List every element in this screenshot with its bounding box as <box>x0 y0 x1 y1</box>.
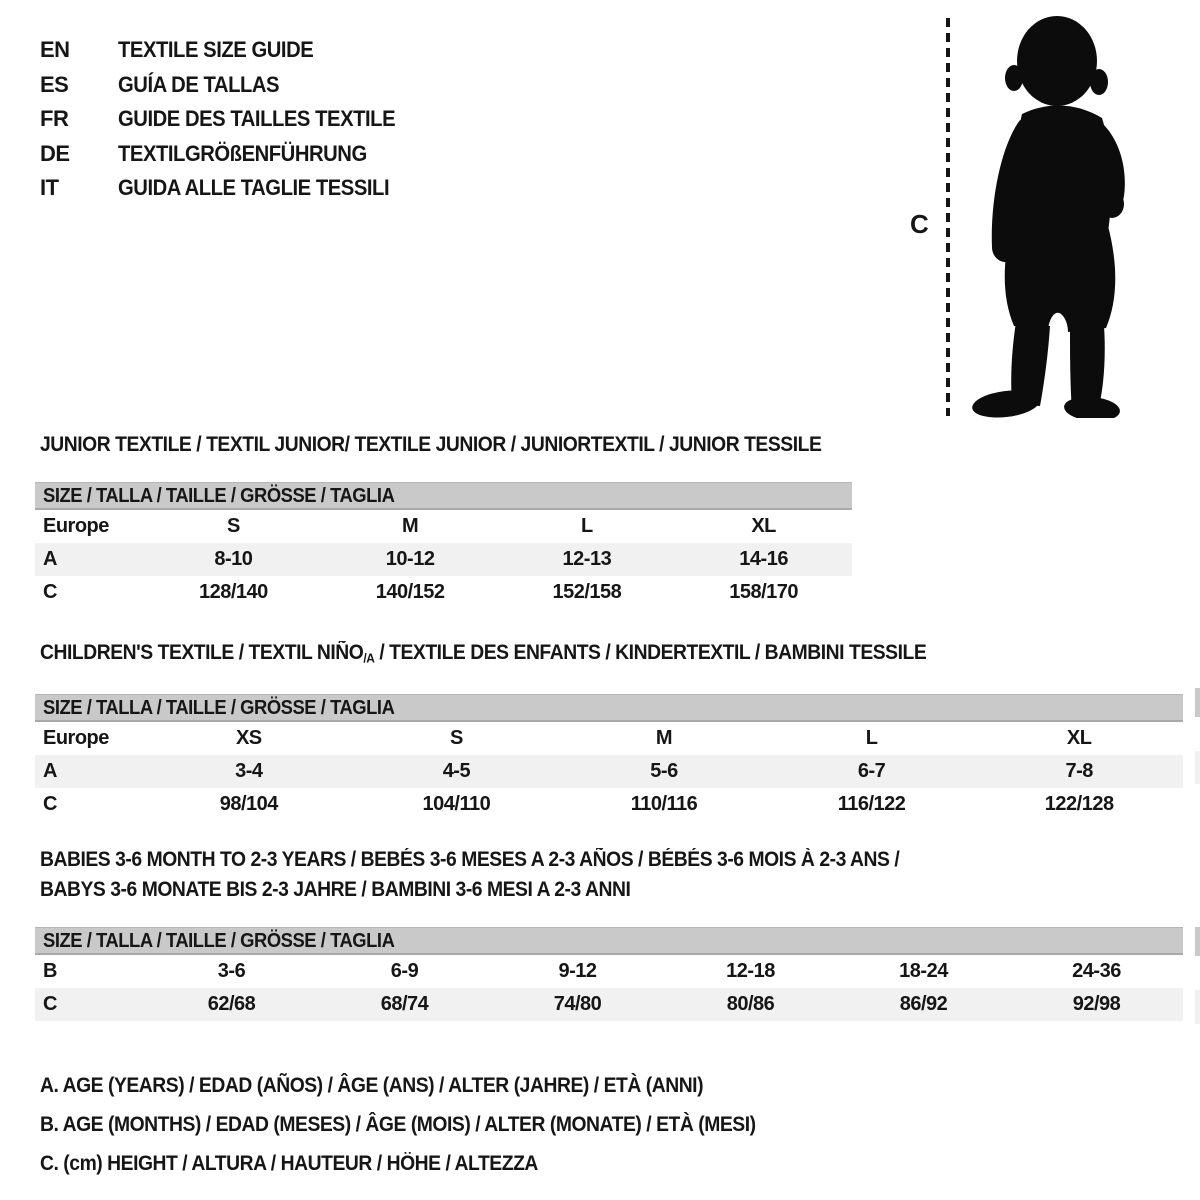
toddler-silhouette-icon <box>972 16 1125 418</box>
row-label-cell: C <box>43 581 57 603</box>
row-label-cell: B <box>43 960 57 982</box>
childrens-textile-section: CHILDREN'S TEXTILE / TEXTIL NIÑO/A / TEX… <box>35 642 1183 821</box>
region-label-cell: Europe <box>43 726 109 749</box>
babies-height-row: C 62/68 68/74 74/80 80/86 86/92 92/98 <box>35 988 1183 1021</box>
junior-section-title: JUNIOR TEXTILE / TEXTIL JUNIOR/ TEXTILE … <box>40 433 822 456</box>
size-cell: M <box>402 515 419 537</box>
lang-row-de: DE TEXTILGRÖßENFÜHRUNG <box>40 137 419 172</box>
value-cell: 74/80 <box>491 988 664 1021</box>
lang-code: ES <box>40 71 69 97</box>
babies-size-table: B 3-6 6-9 9-12 12-18 18-24 24-36 C 62/68… <box>35 955 1183 1021</box>
value-cell: 12-18 <box>726 960 775 982</box>
babies-title-line1: BABIES 3-6 MONTH TO 2-3 YEARS / BEBÉS 3-… <box>40 848 900 871</box>
value-cell: 9-12 <box>558 960 597 982</box>
value-cell: 14-16 <box>675 543 852 576</box>
value-cell: 6-9 <box>390 960 419 982</box>
size-cell: S <box>449 726 463 749</box>
height-measure-label: C <box>910 209 929 239</box>
childrens-height-row: C 98/104 104/110 110/116 116/122 122/128 <box>35 788 1183 821</box>
childrens-section-title: CHILDREN'S TEXTILE / TEXTIL NIÑO/A / TEX… <box>40 641 927 666</box>
childrens-size-header-bar: SIZE / TALLA / TAILLE / GRÖSSE / TAGLIA <box>35 693 1183 722</box>
value-cell: 18-24 <box>899 960 948 982</box>
size-header-label: SIZE / TALLA / TAILLE / GRÖSSE / TAGLIA <box>43 930 395 952</box>
junior-height-row: C 128/140 140/152 152/158 158/170 <box>35 576 852 609</box>
value-cell: 158/170 <box>729 581 799 603</box>
value-cell: 116/122 <box>837 792 906 815</box>
childrens-size-row: Europe XS S M L XL <box>35 722 1183 755</box>
lang-code: FR <box>40 106 69 131</box>
value-cell: 80/86 <box>664 988 837 1021</box>
size-header-label: SIZE / TALLA / TAILLE / GRÖSSE / TAGLIA <box>43 696 395 719</box>
value-cell: 86/92 <box>837 988 1010 1021</box>
height-measure-dashed-line <box>946 18 950 416</box>
value-cell: 10-12 <box>321 543 499 576</box>
value-cell: 104/110 <box>422 792 491 815</box>
legend-block: A. AGE (YEARS) / EDAD (AÑOS) / ÂGE (ANS)… <box>40 1066 818 1183</box>
value-cell: 12-13 <box>498 543 676 576</box>
lang-row-es: ES GUÍA DE TALLAS <box>40 68 419 103</box>
value-cell: 110/116 <box>630 792 698 815</box>
table-crop-sliver <box>1195 927 1200 1024</box>
legend-line-c: C. (cm) HEIGHT / ALTURA / HAUTEUR / HÖHE… <box>40 1152 538 1175</box>
junior-size-table: Europe S M L XL A 8-10 10-12 12-13 14-16… <box>35 510 852 609</box>
guide-title-fr: GUIDE DES TAILLES TEXTILE <box>118 106 396 131</box>
value-cell: 128/140 <box>198 581 268 603</box>
size-cell: M <box>655 726 673 749</box>
region-label-cell: Europe <box>43 515 109 537</box>
value-cell: 7-8 <box>975 754 1183 788</box>
guide-title-it: GUIDA ALLE TAGLIE TESSILI <box>118 175 390 200</box>
size-cell: XL <box>751 515 776 537</box>
lang-code: DE <box>40 140 70 166</box>
row-label-cell: C <box>35 988 145 1021</box>
value-cell: 24-36 <box>1072 960 1121 982</box>
junior-age-row: A 8-10 10-12 12-13 14-16 <box>35 543 852 576</box>
guide-title-es: GUÍA DE TALLAS <box>118 71 280 97</box>
legend-line-b: B. AGE (MONTHS) / EDAD (MESES) / ÂGE (MO… <box>40 1113 756 1136</box>
size-cell: XL <box>1066 726 1092 749</box>
table-crop-sliver <box>1195 688 1200 784</box>
lang-row-it: IT GUIDA ALLE TAGLIE TESSILI <box>40 171 419 206</box>
size-cell: XS <box>235 726 262 749</box>
row-label-cell: A <box>35 754 145 788</box>
row-label-cell: C <box>43 792 57 815</box>
language-title-block: EN TEXTILE SIZE GUIDE ES GUÍA DE TALLAS … <box>40 33 419 206</box>
value-cell: 3-6 <box>217 960 246 982</box>
lang-row-fr: FR GUIDE DES TAILLES TEXTILE <box>40 102 419 137</box>
legend-line-a: A. AGE (YEARS) / EDAD (AÑOS) / ÂGE (ANS)… <box>40 1074 704 1097</box>
value-cell: 68/74 <box>318 988 491 1021</box>
value-cell: 5-6 <box>560 754 768 788</box>
junior-textile-section: JUNIOR TEXTILE / TEXTIL JUNIOR/ TEXTILE … <box>35 434 852 609</box>
babies-title-line2: BABYS 3-6 MONATE BIS 2-3 JAHRE / BAMBINI… <box>40 878 631 901</box>
row-label-cell: A <box>35 543 145 576</box>
size-header-label: SIZE / TALLA / TAILLE / GRÖSSE / TAGLIA <box>43 485 395 507</box>
size-cell: S <box>226 515 240 537</box>
value-cell: 3-4 <box>145 754 353 788</box>
lang-code: IT <box>40 175 59 200</box>
guide-title-en: TEXTILE SIZE GUIDE <box>118 37 314 62</box>
guide-title-de: TEXTILGRÖßENFÜHRUNG <box>118 140 367 166</box>
junior-size-header-bar: SIZE / TALLA / TAILLE / GRÖSSE / TAGLIA <box>35 482 852 510</box>
childrens-age-row: A 3-4 4-5 5-6 6-7 7-8 <box>35 754 1183 788</box>
babies-size-header-bar: SIZE / TALLA / TAILLE / GRÖSSE / TAGLIA <box>35 927 1183 955</box>
babies-age-row: B 3-6 6-9 9-12 12-18 18-24 24-36 <box>35 955 1183 988</box>
lang-code: EN <box>40 37 70 62</box>
value-cell: 140/152 <box>375 581 445 603</box>
value-cell: 122/128 <box>1044 792 1114 815</box>
value-cell: 98/104 <box>219 792 279 815</box>
size-cell: L <box>865 726 878 749</box>
value-cell: 152/158 <box>552 581 622 603</box>
title-subscript: /A <box>363 650 375 666</box>
value-cell: 6-7 <box>767 754 976 788</box>
babies-textile-section: BABIES 3-6 MONTH TO 2-3 YEARS / BEBÉS 3-… <box>35 845 1183 1021</box>
value-cell: 92/98 <box>1010 988 1183 1021</box>
size-cell: L <box>581 515 593 537</box>
value-cell: 8-10 <box>145 543 322 576</box>
value-cell: 62/68 <box>145 988 318 1021</box>
childrens-size-table: Europe XS S M L XL A 3-4 4-5 5-6 6-7 7-8… <box>35 722 1183 821</box>
value-cell: 4-5 <box>352 754 561 788</box>
junior-size-row: Europe S M L XL <box>35 510 852 543</box>
lang-row-en: EN TEXTILE SIZE GUIDE <box>40 33 419 68</box>
babies-section-title: BABIES 3-6 MONTH TO 2-3 YEARS / BEBÉS 3-… <box>40 845 1183 905</box>
